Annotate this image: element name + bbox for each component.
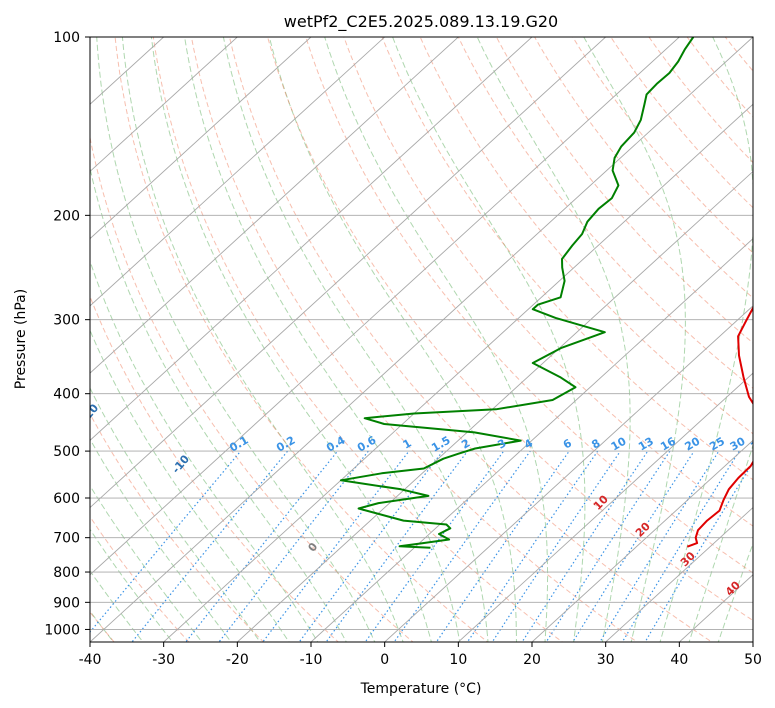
y-tick-label: 1000	[44, 622, 80, 638]
isotherm-line	[383, 305, 753, 642]
moist-adiabat-line	[90, 165, 347, 642]
moist-adiabat-line	[90, 484, 203, 642]
dewpoint-line	[339, 37, 695, 549]
y-tick-label: 500	[53, 444, 80, 460]
y-tick-label: 400	[53, 387, 80, 403]
y-tick-label: 600	[53, 491, 80, 507]
x-tick-label: 10	[449, 652, 467, 668]
isotherm-line	[90, 37, 312, 240]
x-tick-label: 40	[670, 652, 688, 668]
dry-adiabat-line	[534, 37, 753, 299]
isotherm-line	[90, 37, 607, 509]
dry-adiabat-line	[343, 37, 753, 527]
y-tick-label: 100	[53, 30, 80, 46]
x-tick-label: -40	[79, 652, 102, 668]
moist-adiabat-line	[90, 438, 232, 642]
y-axis-label: Pressure (hPa)	[13, 289, 29, 389]
moist-adiabat-line	[90, 328, 290, 642]
dry-adiabat-line	[190, 37, 638, 642]
moist-adiabat-line	[96, 37, 376, 642]
moist-adiabat-line	[688, 444, 753, 642]
moist-adiabat-line	[583, 37, 686, 642]
y-tick-label: 200	[53, 208, 80, 224]
temperature-line	[686, 305, 753, 548]
isotherm-line	[162, 103, 753, 642]
isotherm-line	[310, 238, 753, 642]
dry-adiabat-line	[267, 37, 753, 622]
x-axis-label: Temperature (°C)	[360, 681, 482, 697]
dry-adiabat-line	[305, 37, 753, 574]
moist-adiabat-line	[324, 37, 549, 642]
isotherm-line	[604, 506, 753, 642]
moist-adiabat-line	[121, 37, 404, 642]
moist-adiabat-line	[222, 37, 489, 642]
chart-title: wetPf2_C2E5.2025.089.13.19.G20	[284, 12, 558, 32]
isotherm-line	[457, 372, 753, 642]
x-tick-label: 20	[523, 652, 541, 668]
dry-adiabat-line	[228, 37, 713, 642]
x-tick-label: -20	[226, 652, 249, 668]
mixing-ratio-label: 36	[748, 434, 768, 453]
y-tick-label: 800	[53, 565, 80, 581]
y-tick-label: 300	[53, 313, 80, 329]
moist-adiabat-line	[90, 387, 261, 642]
dry-adiabat-line	[381, 37, 753, 481]
x-tick-label: -30	[152, 652, 175, 668]
plot-frame	[89, 36, 754, 643]
isotherms	[90, 37, 753, 642]
dry-adiabat-line	[152, 37, 564, 642]
plot-area: 0.10.20.40.611.52346810131620253036-100-…	[79, 37, 768, 642]
x-axis-ticks: -40 -30 -20 -10 0 10 20 30 40 50	[79, 642, 762, 668]
sounding-series	[339, 37, 753, 549]
x-tick-label: -10	[300, 652, 323, 668]
dry-adiabat-line	[90, 135, 414, 642]
moist-adiabat-line	[150, 37, 432, 642]
moist-adiabat-line	[268, 37, 517, 642]
x-tick-label: 50	[744, 652, 762, 668]
y-axis-ticks: 100 200 300 400 500 600 700 800 900 1000	[44, 30, 90, 638]
dry-adiabat-line	[495, 37, 753, 344]
y-tick-label: 700	[53, 531, 80, 547]
dry-adiabat-line	[419, 37, 753, 435]
x-tick-label: 0	[380, 652, 389, 668]
moist-adiabat-line	[90, 259, 319, 642]
isotherm-line	[90, 37, 533, 441]
isotherm-line	[90, 37, 386, 307]
moist-adiabat-line	[659, 37, 753, 642]
isotherm-line	[90, 37, 460, 374]
pressure-gridlines	[90, 37, 753, 630]
isotherm-line	[90, 37, 753, 642]
isotherm-line	[90, 37, 239, 173]
x-tick-label: 30	[597, 652, 615, 668]
isotherm-line	[90, 37, 681, 576]
isotherm-line	[236, 170, 753, 642]
dry-adiabat-line	[90, 412, 265, 642]
dry-adiabat-line	[90, 515, 190, 642]
isotherm-line	[531, 439, 753, 642]
moist-adiabat-line	[392, 37, 586, 642]
y-tick-label: 900	[53, 595, 80, 611]
dry-adiabat-label: -20	[79, 401, 102, 425]
moist-adiabat-line	[476, 37, 631, 642]
dry-adiabats	[90, 37, 753, 642]
